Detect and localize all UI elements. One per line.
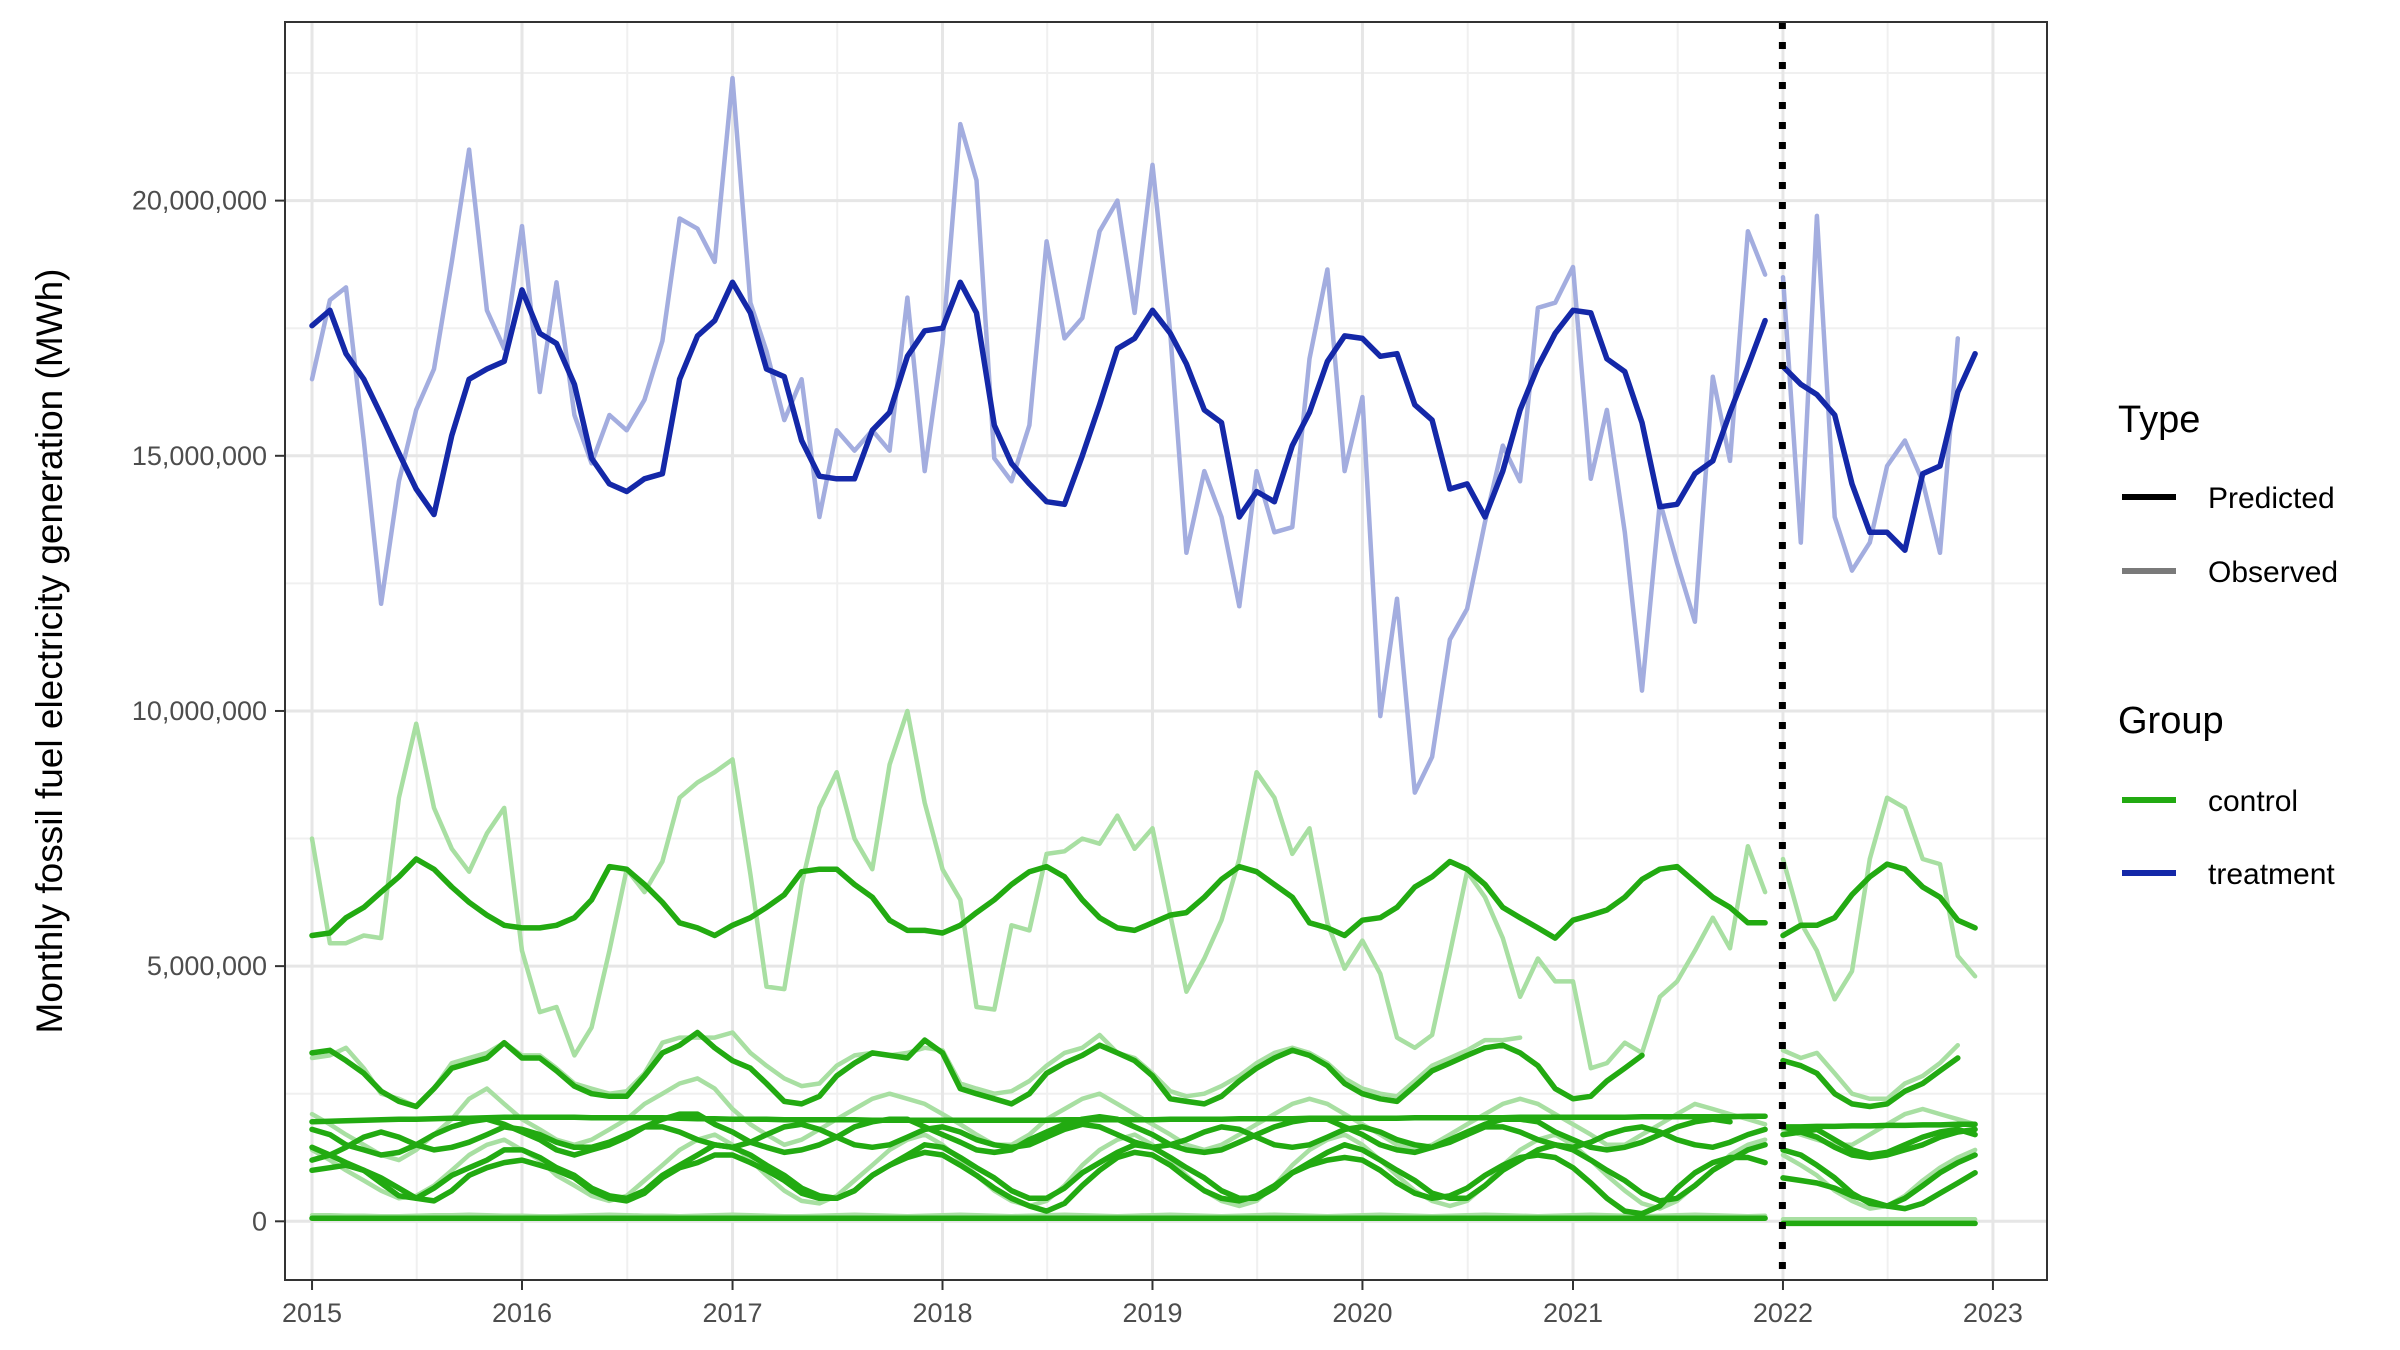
legend-observed-label: Observed [2208, 556, 2338, 589]
x-tick-label: 2021 [1543, 1298, 1603, 1328]
control-predicted-line [309, 1149, 1768, 1217]
control-predicted-line [1780, 861, 1978, 939]
legend-group-title: Group [2118, 700, 2224, 742]
x-tick-label: 2015 [282, 1298, 342, 1328]
control-predicted-line [309, 1029, 1645, 1110]
control-predicted-line [1780, 1170, 1978, 1212]
y-tick-label: 5,000,000 [147, 951, 267, 981]
predicted-series [309, 279, 1978, 1227]
y-tick-label: 0 [252, 1206, 267, 1236]
x-tick-label: 2022 [1753, 1298, 1813, 1328]
legend-type: Type Predicted Observed [2118, 399, 2338, 589]
control-observed-line [309, 708, 1768, 1071]
treatment-observed-line [1780, 213, 1961, 573]
y-tick-label: 20,000,000 [132, 186, 267, 216]
x-tick-label: 2023 [1963, 1298, 2023, 1328]
x-tick-label: 2018 [912, 1298, 972, 1328]
x-tick-label: 2020 [1332, 1298, 1392, 1328]
x-tick-label: 2017 [703, 1298, 763, 1328]
control-predicted-line [1780, 1126, 1978, 1158]
plot-panel [285, 22, 2047, 1280]
y-tick-label: 15,000,000 [132, 441, 267, 471]
legend-treatment-label: treatment [2208, 858, 2335, 891]
control-observed-line [1780, 795, 1978, 1002]
x-axis: 2015 2016 2017 2018 2019 2020 2021 2022 2023 [282, 1280, 2023, 1328]
treatment-observed-line [309, 75, 1768, 795]
treatment-predicted-line [1780, 350, 1978, 553]
control-predicted-line [309, 1121, 1768, 1163]
control-predicted-line [1780, 1055, 1961, 1110]
treatment-predicted-line [309, 279, 1768, 520]
x-tick-label: 2016 [492, 1298, 552, 1328]
y-tick-label: 10,000,000 [132, 696, 267, 726]
control-observed-line [1780, 1042, 1961, 1102]
legend-type-title: Type [2118, 399, 2200, 441]
control-predicted-line [1780, 1121, 1978, 1130]
plot-panel-border [284, 21, 2048, 1281]
legend-control-label: control [2208, 785, 2298, 818]
y-axis-title: Monthly fossil fuel electricity generati… [29, 269, 70, 1034]
legend-predicted-label: Predicted [2208, 482, 2335, 515]
x-tick-label: 2019 [1122, 1298, 1182, 1328]
legend-group: Group control treatment [2118, 700, 2335, 891]
y-axis: 0 5,000,000 10,000,000 15,000,000 20,000,000 [132, 186, 285, 1236]
control-observed-line [309, 1132, 1768, 1211]
control-predicted-line [309, 856, 1768, 941]
major-gridlines [285, 22, 2047, 1280]
